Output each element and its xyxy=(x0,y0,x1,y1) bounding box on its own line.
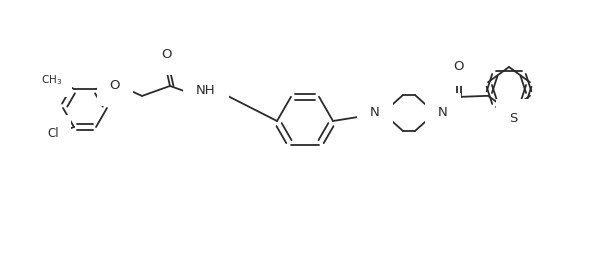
Text: O: O xyxy=(454,59,464,72)
Text: O: O xyxy=(161,48,171,61)
Text: O: O xyxy=(110,79,120,92)
Text: NH: NH xyxy=(196,84,216,98)
Text: S: S xyxy=(509,112,517,125)
Text: N: N xyxy=(370,106,380,120)
Text: Cl: Cl xyxy=(47,126,59,140)
Text: N: N xyxy=(438,106,448,120)
Text: CH$_3$: CH$_3$ xyxy=(41,73,62,87)
